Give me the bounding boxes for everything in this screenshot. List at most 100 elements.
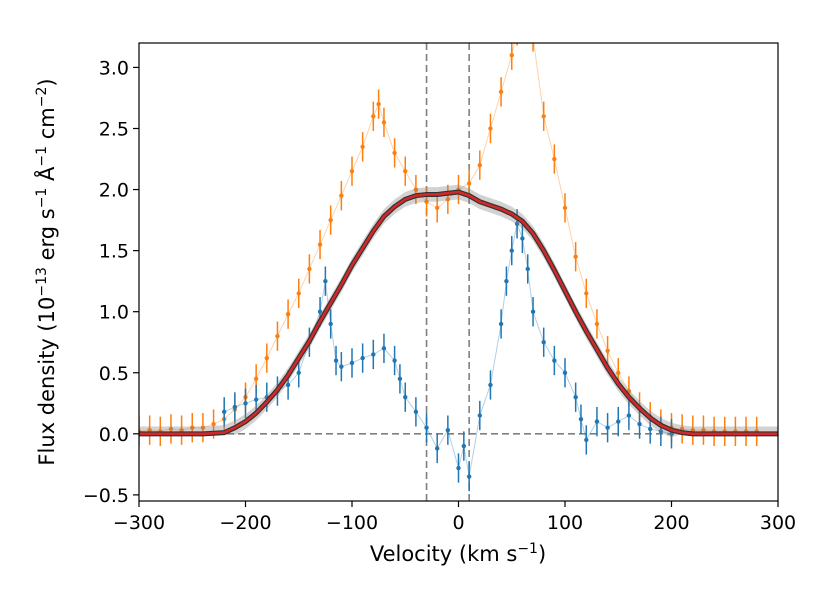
- data-point: [515, 29, 519, 33]
- y-label-part: −1: [34, 146, 50, 167]
- data-point: [552, 156, 557, 162]
- data-point: [466, 474, 472, 479]
- data-point: [477, 413, 482, 418]
- data-point: [530, 309, 536, 314]
- data-point: [526, 10, 530, 14]
- data-point: [392, 358, 397, 363]
- data-point: [339, 364, 344, 369]
- data-point: [616, 370, 621, 375]
- data-point: [504, 278, 509, 284]
- data-point: [392, 150, 397, 156]
- data-point: [658, 429, 664, 434]
- data-point: [424, 199, 429, 204]
- data-point: [578, 416, 584, 422]
- data-point: [498, 321, 504, 327]
- data-point: [435, 205, 440, 211]
- data-point: [168, 426, 174, 432]
- data-point: [605, 348, 610, 353]
- y-tick-label: 0.5: [99, 363, 129, 385]
- data-point: [360, 355, 365, 361]
- data-point: [648, 426, 653, 432]
- data-point: [317, 242, 323, 247]
- data-point: [328, 321, 333, 327]
- x-tick-label: 100: [547, 512, 583, 534]
- series-3: [139, 190, 778, 436]
- data-point: [413, 187, 419, 192]
- data-point: [307, 266, 312, 272]
- x-tick-label: 300: [760, 512, 796, 534]
- y-tick-label: 2.0: [99, 180, 129, 202]
- x-axis: −300 −200 −100 0 100 200 300: [113, 501, 796, 534]
- data-point: [701, 427, 706, 433]
- data-point: [445, 197, 451, 202]
- data-point: [413, 409, 419, 415]
- data-point: [264, 355, 269, 361]
- data-point: [573, 254, 578, 259]
- y-label-part: −2: [34, 87, 50, 108]
- data-point: [488, 126, 493, 131]
- y-tick-label: 2.5: [99, 118, 129, 140]
- data-point: [616, 419, 621, 424]
- data-point: [243, 401, 248, 406]
- data-point: [147, 427, 152, 433]
- y-tick-label: 0.0: [99, 424, 129, 446]
- x-tick-label: 0: [452, 512, 464, 534]
- x-tick-label: −200: [219, 512, 271, 534]
- data-point: [179, 427, 184, 433]
- series-1: [222, 209, 674, 492]
- data-point: [424, 425, 429, 430]
- y-tick-label: −0.5: [83, 485, 129, 507]
- data-point: [514, 221, 520, 226]
- data-point: [317, 309, 323, 314]
- data-point: [275, 333, 280, 339]
- data-point: [594, 419, 600, 424]
- data-point: [296, 291, 301, 296]
- data-point: [371, 352, 376, 357]
- data-point: [381, 346, 387, 351]
- y-label-part: Å: [33, 166, 59, 188]
- data-point: [509, 248, 514, 253]
- data-point: [584, 291, 589, 296]
- data-point: [594, 321, 600, 327]
- y-axis-label: Flux density (10−13 erg s−1 Å−1 cm−2): [33, 78, 59, 465]
- y-tick-label: 1.0: [99, 302, 129, 324]
- data-point: [445, 427, 451, 433]
- data-point: [397, 376, 403, 382]
- data-point: [339, 193, 344, 198]
- data-point: [562, 370, 568, 375]
- best-fit-line: [139, 190, 778, 436]
- data-point: [605, 425, 610, 430]
- y-label-part: erg s: [35, 208, 59, 267]
- y-tick-label: 3.0: [99, 57, 129, 79]
- y-label-part: Flux density (10: [35, 297, 59, 466]
- data-point: [211, 421, 216, 427]
- data-point: [403, 394, 408, 400]
- y-label-part: cm: [35, 107, 59, 146]
- data-point: [584, 437, 589, 443]
- data-point: [520, 16, 524, 20]
- data-point: [573, 394, 578, 400]
- data-point: [637, 421, 642, 427]
- data-point: [403, 169, 408, 174]
- data-point: [461, 443, 467, 449]
- x-tick-label: −100: [326, 512, 378, 534]
- series-trace: [139, 43, 757, 432]
- x-tick-label: 200: [653, 512, 689, 534]
- data-point: [541, 340, 546, 345]
- data-point: [349, 360, 355, 366]
- y-tick-label: 1.5: [99, 241, 129, 263]
- data-point: [328, 217, 333, 223]
- data-point: [541, 114, 546, 119]
- data-point: [371, 114, 376, 119]
- data-point: [381, 120, 387, 125]
- data-point: [488, 382, 493, 388]
- data-point: [253, 376, 259, 382]
- y-axis: −0.5 0.0 0.5 1.0 1.5 2.0 2.5 3.0: [83, 57, 139, 507]
- data-point: [253, 397, 259, 402]
- data-point: [222, 409, 227, 415]
- data-point: [333, 358, 339, 363]
- y-label-part: −13: [34, 267, 50, 297]
- data-point: [360, 144, 365, 150]
- y-label-part: ): [35, 78, 59, 86]
